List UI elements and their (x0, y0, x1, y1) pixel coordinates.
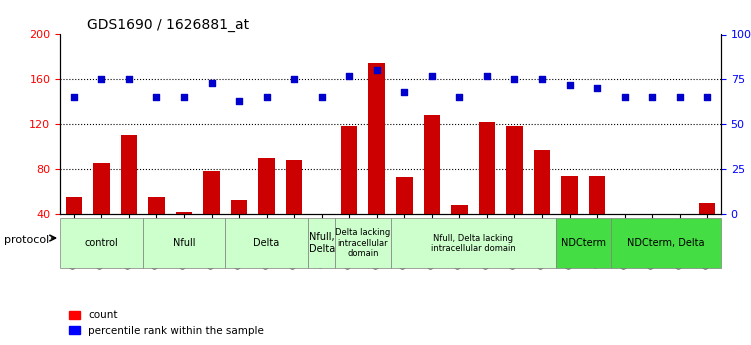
Point (426, 73, 438, 79)
Bar (424, 115, 440, 259)
Point (178, 95, 190, 100)
Bar (258, 158, 275, 259)
Bar (121, 135, 137, 259)
Point (508, 77, 520, 82)
FancyBboxPatch shape (308, 218, 336, 268)
Bar (341, 126, 357, 259)
Bar (148, 197, 164, 259)
Point (123, 77, 135, 82)
Bar (369, 62, 385, 259)
FancyBboxPatch shape (225, 218, 308, 268)
Point (68, 95, 80, 100)
Bar (644, 216, 660, 259)
FancyBboxPatch shape (611, 218, 721, 268)
Bar (231, 200, 247, 259)
Point (536, 77, 548, 82)
FancyBboxPatch shape (336, 218, 391, 268)
Bar (451, 205, 468, 259)
Point (343, 73, 355, 79)
Bar (396, 177, 412, 259)
Bar (699, 203, 716, 259)
Point (315, 95, 327, 100)
Bar (617, 216, 633, 259)
Bar (65, 197, 82, 259)
Point (233, 98, 245, 104)
Point (481, 73, 493, 79)
Bar (534, 150, 550, 259)
Point (95, 77, 107, 82)
Text: Nfull,
Delta: Nfull, Delta (309, 233, 335, 254)
Bar (93, 164, 110, 259)
Bar (286, 160, 303, 259)
FancyBboxPatch shape (556, 218, 611, 268)
Point (454, 95, 466, 100)
Legend: count, percentile rank within the sample: count, percentile rank within the sample (65, 306, 268, 340)
Point (674, 95, 686, 100)
Point (591, 86, 603, 91)
Text: Delta: Delta (254, 238, 279, 248)
Point (206, 80, 218, 86)
Text: NDCterm, Delta: NDCterm, Delta (627, 238, 704, 248)
Bar (561, 176, 578, 259)
Text: NDCterm: NDCterm (561, 238, 606, 248)
Point (261, 95, 273, 100)
Bar (313, 255, 330, 259)
FancyBboxPatch shape (143, 218, 225, 268)
Point (371, 68, 383, 73)
Text: Nfull, Delta lacking
intracellular domain: Nfull, Delta lacking intracellular domai… (431, 234, 515, 253)
Bar (589, 176, 605, 259)
Bar (671, 214, 688, 259)
Bar (506, 126, 523, 259)
Bar (176, 211, 192, 259)
Text: protocol: protocol (4, 235, 49, 245)
FancyBboxPatch shape (391, 218, 556, 268)
Text: GDS1690 / 1626881_at: GDS1690 / 1626881_at (86, 18, 249, 32)
Point (646, 95, 658, 100)
Point (619, 95, 631, 100)
Point (398, 89, 410, 95)
FancyBboxPatch shape (60, 218, 143, 268)
Bar (478, 122, 495, 259)
Bar (204, 171, 220, 259)
Point (288, 77, 300, 82)
Point (563, 82, 575, 88)
Text: control: control (85, 238, 118, 248)
Text: Nfull: Nfull (173, 238, 195, 248)
Text: Delta lacking
intracellular
domain: Delta lacking intracellular domain (336, 228, 391, 258)
Point (150, 95, 162, 100)
Point (701, 95, 713, 100)
